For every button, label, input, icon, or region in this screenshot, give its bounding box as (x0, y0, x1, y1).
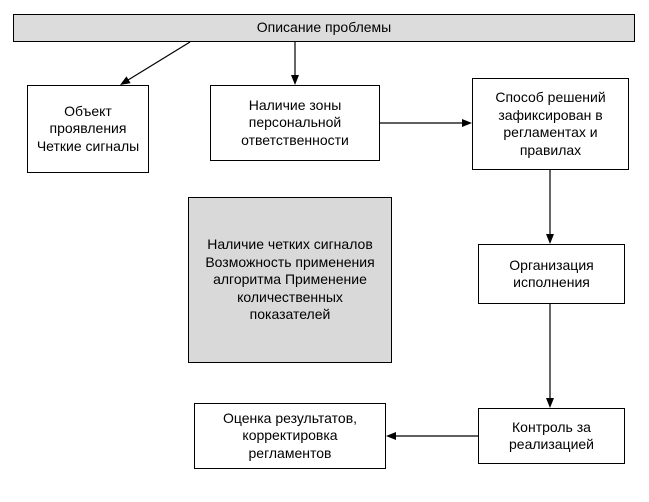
node-label: Оценка результатов, корректировка реглам… (203, 410, 377, 463)
flowchart-stage: Описание проблемы Объект проявления Четк… (0, 0, 649, 502)
flowchart-node-responsibility: Наличие зоны персональной ответственност… (210, 85, 380, 161)
node-label: Наличие четких сигналов Возможность прим… (197, 236, 383, 324)
flowchart-node-signals: Наличие четких сигналов Возможность прим… (188, 197, 392, 363)
flowchart-node-control: Контроль за реализацией (478, 408, 625, 464)
flowchart-node-evaluation: Оценка результатов, корректировка реглам… (194, 403, 386, 469)
flowchart-node-object: Объект проявления Четкие сигналы (27, 85, 149, 173)
flowchart-node-header: Описание проблемы (13, 14, 635, 42)
flowchart-node-regulations: Способ решений зафиксирован в регламента… (472, 78, 629, 170)
node-label: Организация исполнения (487, 257, 616, 292)
node-label: Способ решений зафиксирован в регламента… (481, 89, 620, 159)
node-label: Контроль за реализацией (487, 419, 616, 454)
node-label: Объект проявления Четкие сигналы (36, 103, 140, 156)
node-label: Описание проблемы (257, 19, 392, 37)
flowchart-node-execution: Организация исполнения (478, 244, 625, 304)
node-label: Наличие зоны персональной ответственност… (219, 97, 371, 150)
